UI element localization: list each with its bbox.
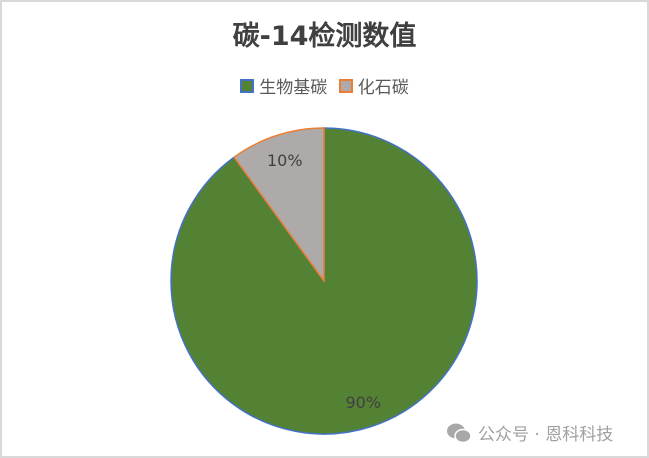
pie-slice-1[interactable] [233,127,325,284]
wechat-icon [447,423,472,443]
legend-label: 化石碳 [357,78,409,98]
chart-title: 碳-14检测数值 [232,21,417,52]
legend: 生物基碳 化石碳 [0,73,649,98]
legend-label: 生物基碳 [259,78,328,98]
legend-item-biobased[interactable]: 生物基碳 [240,73,327,98]
legend-item-fossil[interactable]: 化石碳 [338,73,409,98]
watermark-text: 公众号 · 恩科科技 [478,425,614,445]
watermark: 公众号 · 恩科科技 [446,420,613,445]
data-label-0: 90% [345,393,381,412]
legend-swatch [240,78,255,93]
legend-swatch [338,78,353,93]
data-label-1: 10% [267,151,303,170]
